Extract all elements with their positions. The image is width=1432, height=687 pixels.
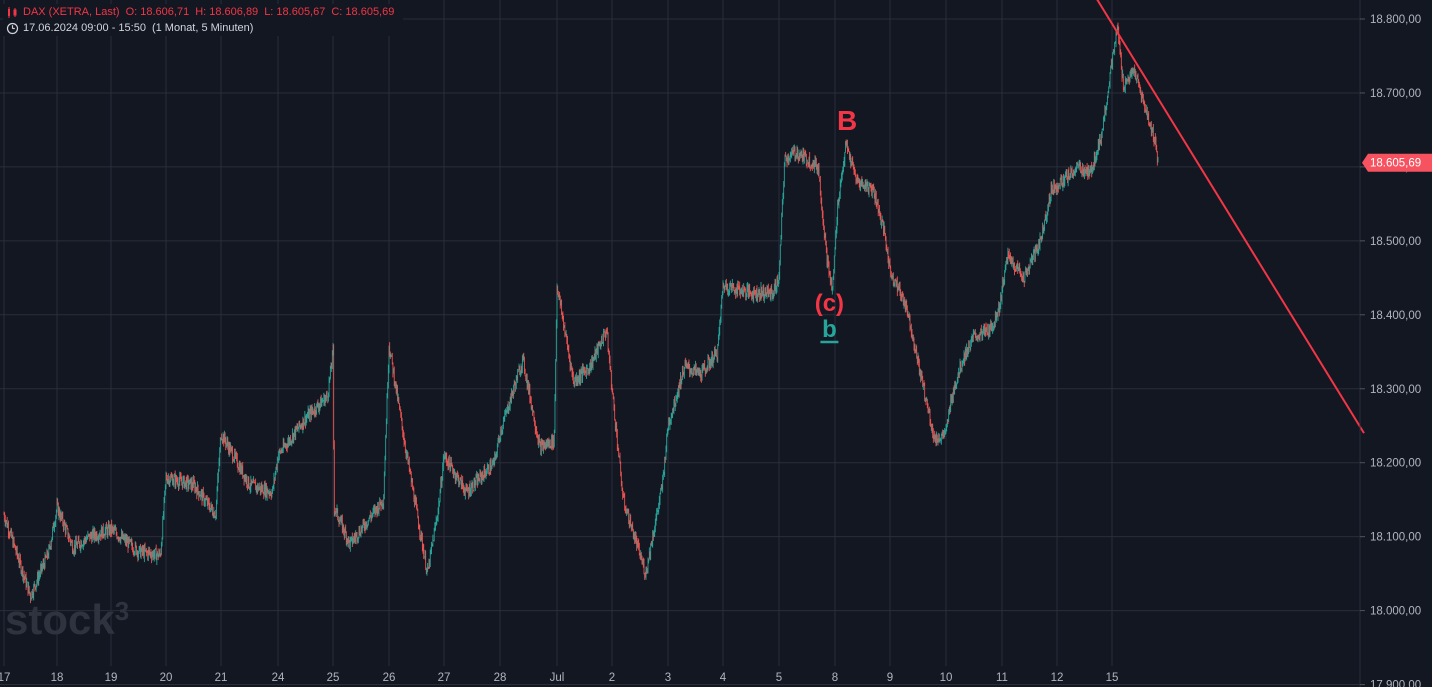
trendline-layer[interactable] [1096,0,1365,434]
time-tick-label: 12 [1051,672,1064,684]
legend-range: 17.06.2024 09:00 - 15:50 [23,22,146,34]
wave-label-b: B [837,105,857,136]
resistance-trendline[interactable] [1096,0,1365,434]
time-tick-label: 11 [996,672,1008,684]
price-axis[interactable]: 18.800,0018.700,0018.600,0018.500,0018.4… [1359,0,1432,687]
time-tick-label: 20 [160,672,173,684]
time-tick-label: 18 [51,672,64,684]
time-tick-label: Jul [550,672,565,684]
time-tick-label: 24 [272,672,285,684]
time-tick-label: 26 [383,672,396,684]
time-tick-label: 27 [438,672,451,684]
price-tick-label: 18.700,00 [1370,88,1421,100]
time-tick-label: 8 [832,672,838,684]
stock3-watermark: stock3 [5,596,129,643]
time-tick-label: 19 [105,672,118,684]
legend-low: L: 18.605,67 [264,6,326,18]
time-tick-label: 2 [609,672,615,684]
time-tick-label: 9 [887,672,893,684]
price-tick-label: 18.500,00 [1370,236,1421,248]
price-tick-label: 18.000,00 [1370,606,1421,618]
price-tick-label: 18.800,00 [1370,14,1421,26]
legend-close: C: 18.605,69 [331,6,395,18]
clock-icon [6,22,19,34]
time-tick-label: 3 [665,672,671,684]
time-tick-label: 21 [215,672,228,684]
time-tick-label: 25 [327,672,340,684]
last-price-label: 18.605,69 [1370,158,1421,170]
chart-legend: DAX (XETRA, Last) O: 18.606,71 H: 18.606… [3,4,404,36]
chart-grid [0,0,1360,686]
time-tick-label: 28 [494,672,507,684]
price-tick-label: 18.200,00 [1370,458,1421,470]
time-tick-label: 17 [0,672,10,684]
time-axis[interactable]: 17 18 19 20 21 24 25 26 27 28 Jul 2 3 4 5 8 9 10 11 12 15 [0,672,1118,684]
last-price-badge[interactable] [1362,153,1432,172]
candlestick-icon [8,6,17,18]
time-tick-label: 5 [776,672,782,684]
price-tick-label: 18.400,00 [1370,310,1421,322]
candle-series [3,22,1159,604]
wave-label-c-paren: (c) [815,290,844,317]
price-tick-label: 18.100,00 [1370,532,1421,544]
time-tick-label: 4 [720,672,727,684]
wave-annotations: B (c)b [815,105,857,344]
legend-ohlc-row: DAX (XETRA, Last) O: 18.606,71 H: 18.606… [3,4,404,20]
watermark-superscript: 3 [115,596,129,626]
legend-interval: (1 Monat, 5 Minuten) [151,22,254,34]
time-tick-label: 15 [1106,672,1119,684]
legend-time-row: 17.06.2024 09:00 - 15:50 (1 Monat, 5 Min… [3,20,404,36]
price-tick-label: 17.900,00 [1370,680,1421,687]
legend-high: H: 18.606,89 [195,6,259,18]
time-tick-label: 10 [940,672,953,684]
legend-open: O: 18.606,71 [125,6,190,18]
legend-symbol[interactable]: DAX (XETRA, Last) [23,6,120,18]
wave-label-b: b [822,316,837,343]
price-tick-label: 18.300,00 [1370,384,1421,396]
